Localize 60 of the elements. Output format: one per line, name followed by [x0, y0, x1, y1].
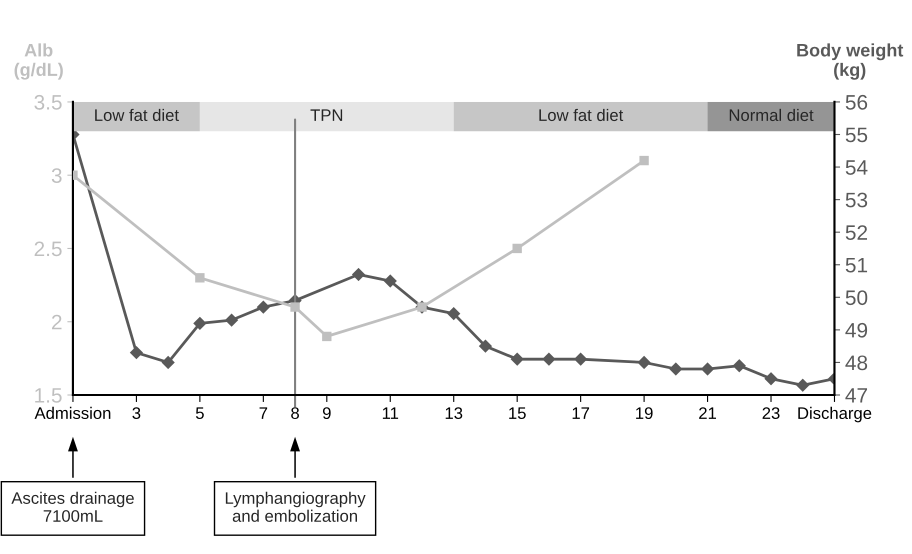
y2-tick-label: 52 [846, 225, 868, 240]
y2-tick-label: 47 [845, 388, 868, 403]
point [701, 362, 714, 376]
x-tick-label: 5 [196, 407, 204, 420]
point [574, 352, 588, 366]
point [639, 156, 649, 166]
x-tick-label: Admission [34, 406, 110, 420]
point [796, 378, 810, 392]
x-tick-label: 9 [322, 407, 331, 420]
y2-tick-label: 50 [846, 290, 868, 306]
text: Ascites drainage 7100mL [11, 492, 134, 522]
point [732, 359, 746, 372]
y-axis-title: Alb (g/dL) [14, 43, 63, 80]
point [352, 268, 365, 281]
point [542, 352, 556, 366]
x-tick-label: 8 [291, 407, 299, 420]
x-tick-label: 13 [446, 407, 462, 420]
y2-tick-label: 51 [846, 258, 868, 273]
x-tick-label: 19 [636, 407, 653, 420]
y-tick-label: 1.5 [35, 388, 62, 403]
band-label: TPN [310, 109, 342, 121]
y-tick-label: 2.5 [34, 241, 62, 256]
y-tick-label: 3 [52, 168, 62, 183]
x-tick-label: 11 [382, 407, 398, 419]
point [669, 362, 682, 376]
point [130, 346, 143, 360]
y2-tick-label: 53 [846, 192, 868, 208]
x-tick-label: 3 [132, 407, 140, 420]
y-tick-label: 2 [52, 314, 62, 330]
point [322, 332, 332, 342]
text: Lymphangiography and embolization [226, 492, 366, 522]
point [225, 314, 238, 327]
point [479, 340, 492, 353]
x-tick-label: 15 [509, 407, 526, 420]
x-tick-label: 23 [762, 407, 780, 420]
point [195, 273, 205, 282]
x-tick-label: 21 [699, 407, 716, 419]
point [256, 300, 270, 314]
y2-tick-label: 49 [845, 322, 868, 338]
point [447, 307, 460, 320]
band-label: Normal diet [730, 108, 814, 122]
y2-tick-label: 55 [846, 128, 868, 142]
x-tick-label: 7 [260, 407, 268, 419]
band-label: Low fat diet [95, 108, 179, 122]
point [638, 356, 651, 369]
point [384, 274, 397, 288]
band-label: Low fat diet [539, 108, 624, 122]
point [764, 372, 778, 386]
point [193, 316, 206, 330]
point [290, 302, 300, 312]
point [512, 244, 522, 254]
y2-axis-title: Body weight (kg) [797, 43, 904, 80]
point [162, 356, 175, 369]
point [510, 352, 524, 366]
y2-tick-label: 48 [845, 355, 868, 370]
y2-tick-label: 56 [846, 94, 868, 110]
x-tick-label: Discharge [798, 406, 872, 422]
y2-tick-label: 54 [846, 160, 868, 175]
y-tick-label: 3.5 [34, 94, 62, 110]
x-tick-label: 17 [572, 407, 590, 419]
